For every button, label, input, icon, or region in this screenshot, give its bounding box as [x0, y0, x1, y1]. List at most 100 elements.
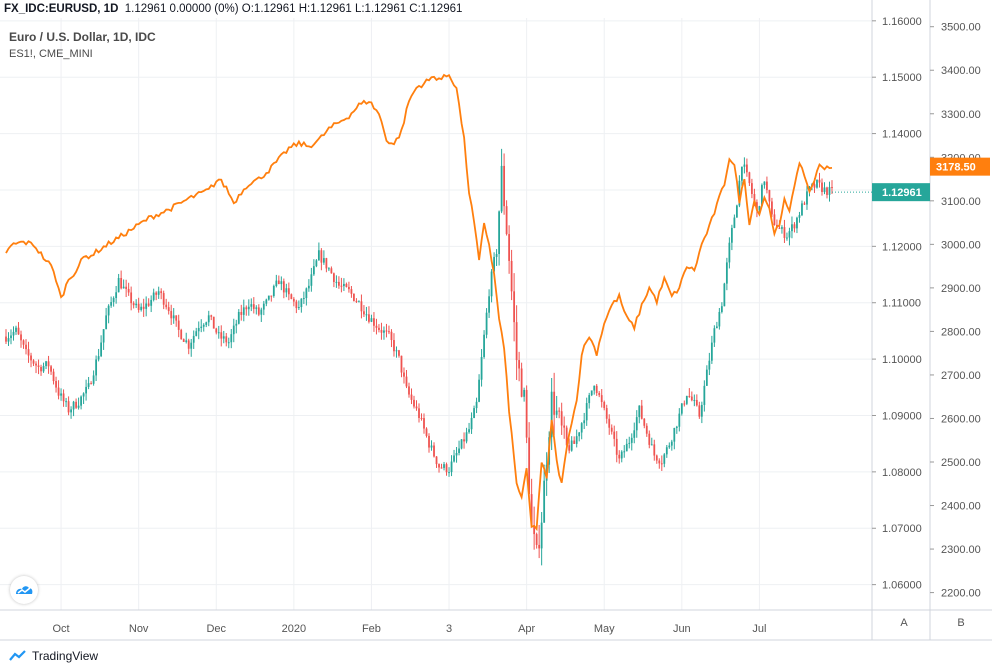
- candle-body: [57, 387, 60, 396]
- candle-body: [200, 326, 203, 329]
- candle-body: [312, 266, 315, 275]
- candle-body: [335, 281, 338, 283]
- candle-body: [292, 298, 295, 302]
- footer[interactable]: TradingView: [8, 649, 98, 663]
- candle-body: [332, 273, 335, 282]
- candle-body: [165, 304, 168, 308]
- candle-body: [730, 227, 733, 243]
- candle-body: [555, 410, 558, 415]
- candle-body: [683, 403, 686, 405]
- candle-body: [503, 165, 506, 207]
- candle-body: [440, 467, 443, 469]
- candle-body: [230, 334, 233, 343]
- candle-body: [771, 201, 773, 215]
- candle-body: [500, 165, 503, 212]
- candle-body: [7, 338, 10, 342]
- candle-body: [690, 396, 693, 401]
- candle-body: [322, 258, 325, 263]
- candle-body: [663, 454, 666, 464]
- candle-body: [155, 292, 158, 295]
- candle-body: [62, 393, 65, 402]
- candle-body: [75, 401, 77, 408]
- candle-body: [813, 184, 816, 188]
- candle-body: [225, 336, 228, 343]
- right-axis-label: 2500.00: [941, 457, 981, 469]
- candle-body: [831, 187, 833, 189]
- candle-body: [267, 295, 270, 300]
- candle-body: [766, 181, 768, 191]
- candle-body: [515, 322, 518, 361]
- candle-body: [82, 393, 85, 397]
- right-axis-label: 2600.00: [941, 413, 981, 425]
- x-axis-label: Dec: [206, 623, 226, 635]
- legend-main[interactable]: Euro / U.S. Dollar, 1D, IDC: [9, 30, 156, 44]
- x-axis-label: Feb: [362, 623, 381, 635]
- candle-body: [390, 331, 393, 341]
- candle-body: [628, 442, 631, 444]
- candle-body: [530, 494, 533, 526]
- candle-body: [262, 303, 265, 310]
- candle-body: [380, 329, 383, 333]
- candle-body: [791, 224, 793, 232]
- candle-body: [100, 342, 103, 357]
- candle-body: [50, 366, 52, 372]
- candle-body: [217, 332, 220, 334]
- candle-body: [117, 277, 120, 293]
- candle-body: [468, 429, 470, 433]
- scale-b-button[interactable]: B: [957, 617, 965, 629]
- candle-body: [272, 286, 275, 297]
- candle-body: [25, 344, 27, 350]
- candle-body: [205, 322, 208, 325]
- candle-body: [633, 430, 636, 438]
- candle-body: [613, 431, 616, 439]
- candle-body: [488, 296, 490, 313]
- eurusd-price-badge-text: 1.12961: [882, 187, 922, 199]
- candle-body: [630, 437, 633, 443]
- grid: [0, 18, 872, 610]
- candle-body: [733, 217, 736, 228]
- candle-body: [137, 303, 140, 310]
- candle-body: [575, 436, 578, 444]
- candle-body: [520, 368, 523, 397]
- candle-body: [232, 325, 235, 335]
- left-axis-label: 1.09000: [882, 410, 922, 422]
- candle-body: [568, 445, 571, 451]
- auto-scale-button[interactable]: A: [900, 617, 908, 629]
- candle-body: [152, 292, 155, 300]
- candle-body: [448, 472, 450, 474]
- candle-body: [525, 389, 528, 438]
- candle-body: [192, 335, 195, 343]
- legend-compare[interactable]: ES1!, CME_MINI: [9, 48, 93, 60]
- candle-body: [788, 231, 791, 238]
- candle-body: [763, 181, 766, 186]
- left-axis-label: 1.12000: [882, 241, 922, 253]
- candle-body: [350, 289, 353, 294]
- candle-body: [388, 331, 390, 333]
- candle-body: [713, 328, 716, 343]
- candle-body: [535, 534, 538, 545]
- candle-body: [40, 366, 42, 372]
- right-axis-label: 2700.00: [941, 370, 981, 382]
- candle-body: [102, 329, 105, 343]
- x-axis-label: 3: [446, 623, 452, 635]
- left-axis-label: 1.08000: [882, 467, 922, 479]
- candle-body: [758, 206, 761, 211]
- candle-body: [90, 383, 93, 385]
- candle-body: [781, 227, 783, 229]
- candle-body: [355, 300, 358, 302]
- tradingview-logo-button[interactable]: [10, 576, 38, 604]
- candle-body: [725, 262, 728, 284]
- candle-body: [543, 480, 546, 523]
- x-axis-label: Jun: [673, 623, 691, 635]
- candle-body: [688, 395, 691, 397]
- candle-body: [678, 413, 681, 427]
- candle-body: [485, 312, 488, 335]
- left-axis-label: 1.15000: [882, 72, 922, 84]
- candle-body: [373, 318, 375, 326]
- candle-body: [97, 356, 100, 360]
- candle-body: [27, 349, 30, 356]
- candle-body: [363, 311, 365, 315]
- candle-body: [115, 292, 118, 299]
- candle-body: [410, 394, 413, 400]
